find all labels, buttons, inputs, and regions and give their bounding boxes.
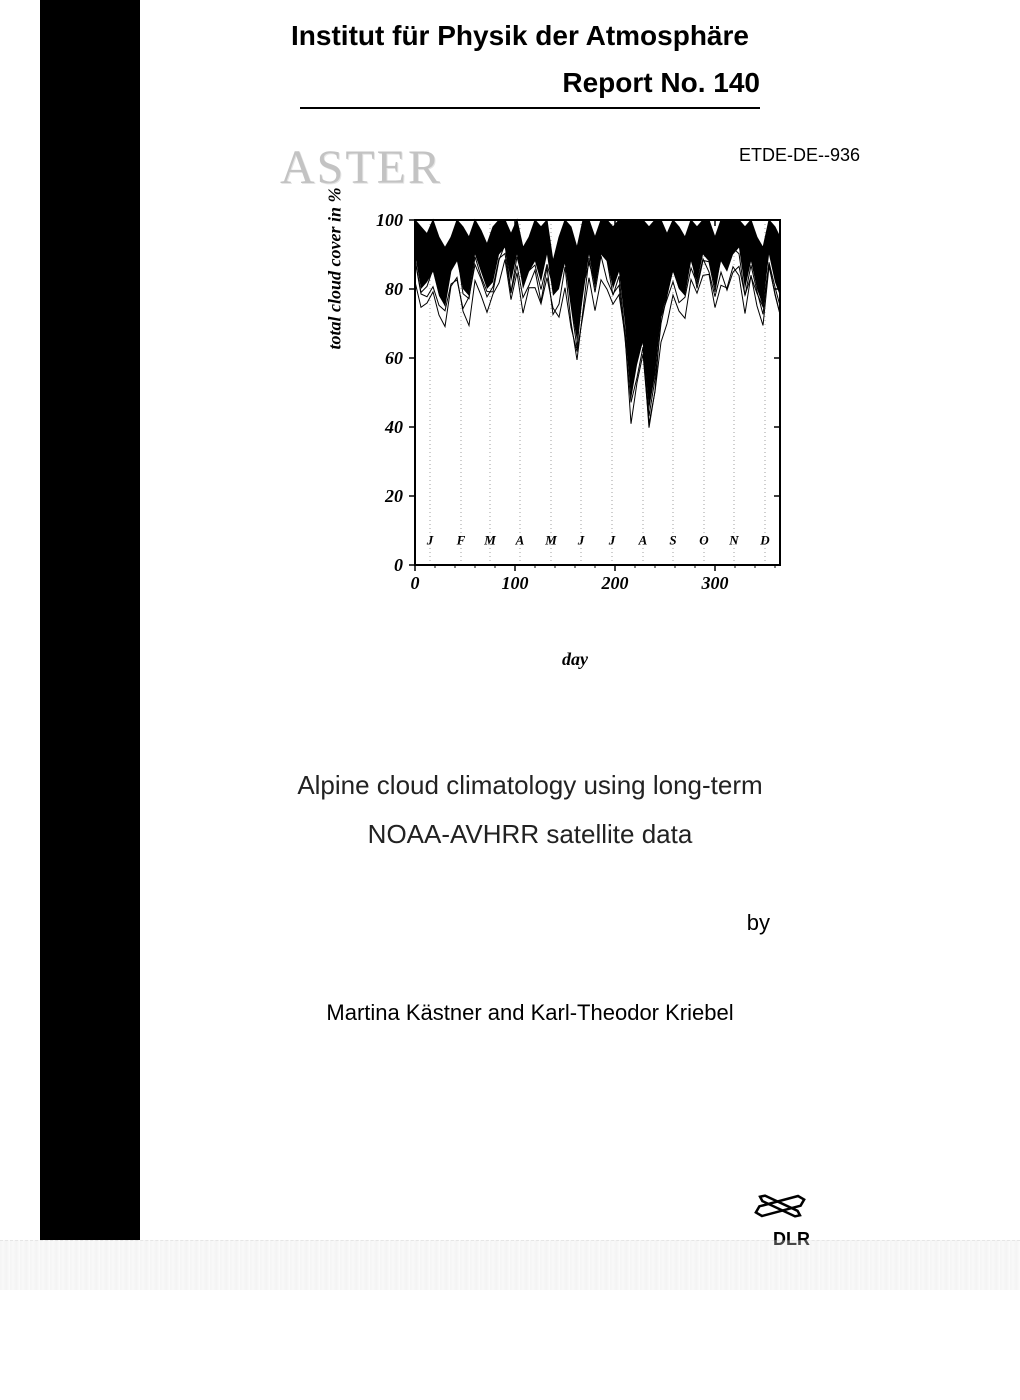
report-title: Alpine cloud climatology using long-term… [240, 770, 820, 868]
title-line-2: NOAA-AVHRR satellite data [240, 819, 820, 850]
chart-ylabel: total cloud cover in % [325, 188, 346, 350]
svg-text:80: 80 [385, 279, 403, 299]
header: Institut für Physik der Atmosphäre Repor… [300, 20, 760, 109]
chart-xlabel: day [562, 649, 588, 670]
title-line-1: Alpine cloud climatology using long-term [240, 770, 820, 801]
svg-text:200: 200 [601, 573, 629, 593]
institute-name: Institut für Physik der Atmosphäre [280, 20, 760, 52]
svg-text:N: N [728, 532, 739, 547]
authors: Martina Kästner and Karl-Theodor Kriebel [240, 1000, 820, 1026]
svg-text:0: 0 [411, 573, 420, 593]
watermark-text: ASTER [280, 140, 442, 195]
svg-text:J: J [608, 532, 616, 547]
bottom-scan-artifact [0, 1240, 1020, 1290]
chart-plot-area: 0 20 40 60 80 100 0 100 200 300 J F M A M J J A S O N D [360, 210, 790, 600]
left-black-bar [40, 0, 140, 1240]
svg-text:A: A [515, 532, 525, 547]
svg-text:60: 60 [385, 348, 403, 368]
svg-text:0: 0 [394, 555, 403, 575]
svg-text:F: F [456, 532, 466, 547]
report-number: Report No. 140 [300, 67, 760, 109]
svg-text:100: 100 [502, 573, 529, 593]
svg-text:J: J [426, 532, 434, 547]
svg-text:300: 300 [701, 573, 729, 593]
svg-text:M: M [544, 532, 557, 547]
svg-text:100: 100 [376, 210, 403, 230]
cloud-cover-chart: total cloud cover in % 02040608010001002… [360, 210, 790, 630]
svg-text:S: S [669, 532, 676, 547]
dlr-logo-icon [750, 1186, 810, 1226]
svg-text:40: 40 [384, 417, 403, 437]
svg-text:D: D [759, 532, 770, 547]
document-code: ETDE-DE--936 [739, 145, 860, 166]
svg-text:O: O [699, 532, 709, 547]
svg-text:A: A [638, 532, 648, 547]
svg-text:20: 20 [384, 486, 403, 506]
by-label: by [747, 910, 770, 936]
svg-text:M: M [483, 532, 496, 547]
svg-text:J: J [577, 532, 585, 547]
